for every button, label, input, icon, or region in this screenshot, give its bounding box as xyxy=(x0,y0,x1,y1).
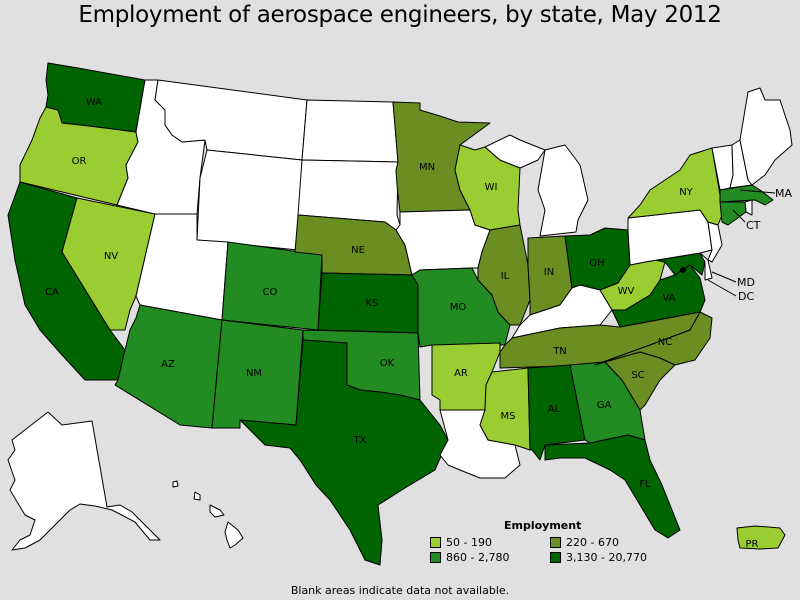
state-fl[interactable] xyxy=(544,434,681,539)
legend-swatch xyxy=(550,552,561,563)
label-mn: MN xyxy=(419,162,435,173)
legend-swatch xyxy=(430,552,441,563)
label-al: AL xyxy=(548,404,561,415)
label-il: IL xyxy=(501,271,510,282)
state-hi-oahu[interactable] xyxy=(193,491,201,501)
legend-label: 3,130 - 20,770 xyxy=(566,551,647,564)
legend-label: 220 - 670 xyxy=(566,536,619,549)
label-in: IN xyxy=(544,267,554,278)
legend-swatch xyxy=(550,537,561,548)
map-title: Employment of aerospace engineers, by st… xyxy=(78,2,722,28)
label-ca: CA xyxy=(45,287,59,298)
label-pr: PR xyxy=(746,539,759,550)
label-or: OR xyxy=(72,156,87,167)
label-tx: TX xyxy=(353,435,367,446)
label-ma: MA xyxy=(775,187,792,200)
state-me[interactable] xyxy=(739,87,793,186)
label-ms: MS xyxy=(501,411,516,422)
label-ny: NY xyxy=(679,187,693,198)
state-il[interactable] xyxy=(477,224,531,326)
territory-pr[interactable] xyxy=(736,525,786,550)
callout-dc xyxy=(707,279,737,297)
label-mo: MO xyxy=(450,302,467,313)
legend-title: Employment xyxy=(504,519,582,532)
footnote: Blank areas indicate data not available. xyxy=(290,584,510,597)
state-tx[interactable] xyxy=(239,339,449,566)
state-hi-big[interactable] xyxy=(224,521,244,549)
label-wv: WV xyxy=(618,286,635,297)
legend-item-bin2: 220 - 670 xyxy=(550,536,619,549)
legend-label: 50 - 190 xyxy=(446,536,492,549)
state-nc[interactable] xyxy=(594,311,713,366)
label-nm: NM xyxy=(246,368,262,379)
state-ct[interactable] xyxy=(719,201,747,226)
legend-item-bin3: 860 - 2,780 xyxy=(430,551,509,564)
label-ct: CT xyxy=(746,219,761,232)
state-mi-lower[interactable] xyxy=(537,144,589,237)
state-co[interactable] xyxy=(221,241,323,331)
state-nd[interactable] xyxy=(301,99,399,163)
state-mo[interactable] xyxy=(411,267,511,348)
label-oh: OH xyxy=(589,258,604,269)
callout-ct xyxy=(732,209,746,223)
state-hi-kauai[interactable] xyxy=(172,480,179,488)
label-tn: TN xyxy=(552,346,567,357)
label-dc: DC xyxy=(738,290,754,303)
state-de[interactable] xyxy=(699,252,713,281)
label-wa: WA xyxy=(86,97,102,108)
label-ar: AR xyxy=(454,368,468,379)
label-co: CO xyxy=(263,287,278,298)
state-hi-maui[interactable] xyxy=(209,504,225,518)
label-md: MD xyxy=(737,276,755,289)
label-nc: NC xyxy=(658,337,672,348)
state-dc[interactable] xyxy=(680,267,686,273)
label-ne: NE xyxy=(351,245,365,256)
label-wi: WI xyxy=(485,182,498,193)
legend-item-bin1: 50 - 190 xyxy=(430,536,492,549)
callout-md xyxy=(711,271,737,283)
label-va: VA xyxy=(662,293,675,304)
state-wy[interactable] xyxy=(196,149,303,251)
legend-item-bin4: 3,130 - 20,770 xyxy=(550,551,647,564)
label-fl: FL xyxy=(639,479,651,490)
state-ak[interactable] xyxy=(7,411,161,551)
legend-label: 860 - 2,780 xyxy=(446,551,510,564)
callout-ma xyxy=(739,189,776,194)
label-ok: OK xyxy=(380,358,395,369)
legend-swatch xyxy=(430,537,441,548)
label-az: AZ xyxy=(161,359,175,370)
label-ks: KS xyxy=(366,298,379,309)
label-ga: GA xyxy=(597,400,612,411)
state-mi-upper[interactable] xyxy=(484,134,546,169)
label-nv: NV xyxy=(104,251,118,262)
label-sc: SC xyxy=(631,370,644,381)
